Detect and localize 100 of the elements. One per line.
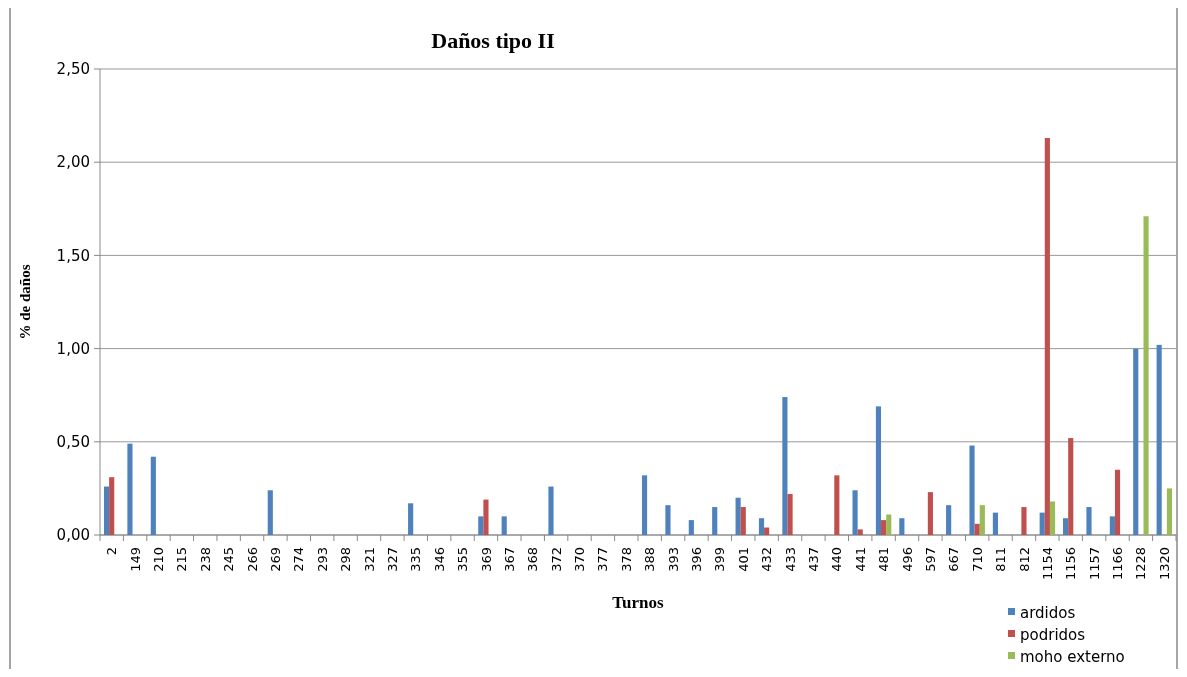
chart-title: Daños tipo II: [431, 28, 555, 53]
bar: [688, 520, 694, 535]
x-tick-label: 367: [501, 547, 517, 572]
bar: [1063, 518, 1069, 535]
bar: [1021, 507, 1027, 535]
bar: [735, 497, 741, 535]
x-tick-label: 597: [922, 547, 938, 572]
x-tick-label: 238: [197, 547, 213, 572]
x-tick-label: 496: [899, 547, 915, 572]
bar: [886, 514, 892, 535]
x-axis-title: Turnos: [612, 593, 665, 612]
bar: [852, 490, 858, 535]
bar: [1156, 344, 1162, 535]
bar: [1143, 216, 1149, 535]
x-tick-label: 1166: [1110, 547, 1126, 581]
bar: [857, 529, 863, 535]
bar: [1166, 488, 1173, 535]
bar: [641, 475, 648, 535]
x-tick-label: 399: [712, 547, 728, 572]
x-tick-label: 266: [244, 547, 260, 572]
x-tick-label: 811: [993, 547, 1009, 572]
bar: [881, 520, 887, 535]
y-tick-label: 1,50: [56, 246, 90, 265]
bar: [946, 505, 952, 535]
legend-label: podridos: [1020, 626, 1086, 645]
x-tick-label: 396: [689, 547, 705, 572]
bar: [1039, 512, 1045, 535]
x-tick-label: 378: [618, 547, 634, 572]
bar: [501, 516, 507, 535]
x-tick-label: 269: [267, 547, 283, 572]
bar: [992, 512, 998, 535]
bar: [109, 477, 115, 535]
x-tick-label: 1157: [1086, 547, 1102, 581]
bar: [1044, 137, 1050, 535]
x-tick-label: 667: [946, 547, 962, 572]
x-tick-label: 393: [665, 547, 681, 572]
x-tick-label: 388: [642, 547, 658, 572]
x-tick-label: 210: [151, 547, 167, 572]
bar: [875, 406, 882, 535]
x-tick-label: 355: [455, 547, 471, 572]
x-tick-label: 321: [361, 547, 377, 572]
x-tick-label: 401: [735, 547, 751, 572]
bar: [758, 518, 765, 535]
bar: [267, 490, 273, 535]
bar: [1068, 438, 1074, 535]
y-axis-title: % de daños: [17, 264, 33, 340]
x-tick-label: 372: [548, 547, 564, 572]
bar: [127, 443, 133, 535]
bar: [1049, 501, 1056, 535]
x-tick-label: 298: [338, 547, 354, 572]
x-tick-label: 481: [876, 547, 892, 572]
bar: [979, 505, 985, 535]
y-tick-label: 2,50: [56, 60, 90, 79]
bar: [150, 456, 156, 535]
x-tick-label: 1156: [1063, 547, 1079, 581]
y-tick-label: 2,00: [56, 153, 90, 172]
x-tick-label: 440: [829, 547, 845, 572]
x-tick-label: 370: [572, 547, 588, 572]
bar: [408, 503, 414, 535]
bar: [740, 507, 746, 535]
x-tick-label: 369: [478, 547, 494, 572]
bar: [548, 486, 554, 535]
bar: [974, 523, 980, 535]
bar: [103, 486, 110, 535]
bar: [665, 505, 671, 535]
x-tick-label: 710: [969, 547, 985, 572]
x-tick-label: 1154: [1039, 547, 1055, 581]
bar: [1086, 507, 1092, 535]
x-tick-label: 1320: [1156, 547, 1172, 581]
x-tick-label: 274: [291, 547, 307, 572]
x-tick-label: 812: [1016, 547, 1032, 572]
x-tick-label: 433: [782, 547, 798, 572]
bar: [899, 518, 905, 535]
bar: [478, 516, 484, 535]
x-tick-label: 368: [525, 547, 541, 572]
y-tick-label: 0,00: [56, 526, 90, 545]
bar: [483, 499, 489, 535]
bar: [712, 507, 718, 535]
x-tick-label: 437: [805, 547, 821, 572]
legend-label: ardidos: [1020, 604, 1076, 623]
bar: [1133, 348, 1139, 535]
y-tick-label: 1,00: [56, 339, 90, 358]
bar: [927, 492, 933, 535]
bar: [782, 397, 788, 535]
bar: [764, 527, 770, 535]
x-tick-label: 1228: [1133, 547, 1149, 581]
x-tick-label: 149: [127, 547, 143, 572]
legend-label: moho externo: [1020, 648, 1125, 667]
x-tick-label: 335: [408, 547, 424, 572]
x-tick-label: 432: [759, 547, 775, 572]
x-tick-label: 2: [104, 547, 120, 556]
x-tick-label: 293: [314, 547, 330, 572]
bar: [787, 493, 793, 535]
x-tick-label: 245: [221, 547, 237, 572]
bar: [1114, 469, 1121, 535]
y-tick-label: 0,50: [56, 433, 90, 452]
x-tick-label: 441: [852, 547, 868, 572]
bar: [969, 445, 975, 535]
x-tick-label: 346: [431, 547, 447, 572]
x-tick-label: 377: [595, 547, 611, 572]
